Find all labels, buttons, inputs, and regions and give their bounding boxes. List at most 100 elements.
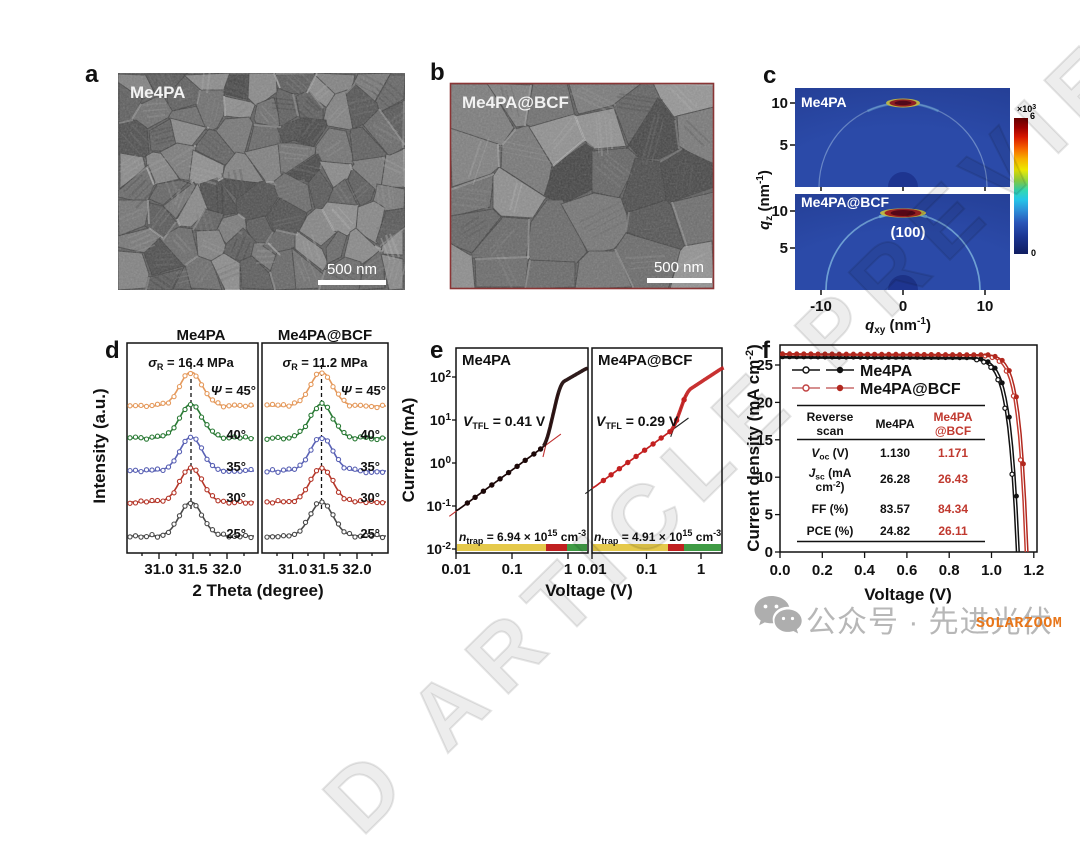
svg-text:Intensity (a.u.): Intensity (a.u.)	[90, 388, 109, 503]
svg-text:scan: scan	[816, 424, 843, 438]
svg-text:0: 0	[765, 544, 773, 561]
svg-text:σR = 11.2 MPa: σR = 11.2 MPa	[283, 355, 369, 372]
svg-text:Me4PA: Me4PA	[860, 363, 913, 380]
svg-text:Me4PA: Me4PA	[177, 327, 226, 344]
svg-text:20: 20	[756, 394, 773, 411]
svg-text:101: 101	[430, 412, 452, 428]
svg-text:31.5: 31.5	[178, 561, 207, 578]
svg-text:qxy (nm-1): qxy (nm-1)	[865, 316, 931, 336]
svg-text:5: 5	[780, 240, 788, 257]
svg-text:0.1: 0.1	[502, 561, 523, 578]
svg-text:32.0: 32.0	[342, 561, 371, 578]
svg-text:30°: 30°	[226, 490, 246, 505]
svg-text:0.8: 0.8	[939, 562, 960, 579]
svg-text:10: 10	[771, 203, 788, 220]
svg-text:d: d	[105, 337, 120, 364]
svg-text:31.0: 31.0	[278, 561, 307, 578]
svg-text:a: a	[85, 61, 99, 88]
svg-text:Me4PA@BCF: Me4PA@BCF	[598, 352, 692, 369]
svg-text:Jsc (mA: Jsc (mA	[809, 466, 852, 482]
svg-text:25°: 25°	[226, 526, 246, 541]
svg-text:0: 0	[899, 298, 907, 315]
svg-text:10-2: 10-2	[427, 541, 452, 557]
svg-text:31.0: 31.0	[144, 561, 173, 578]
svg-text:Me4PA: Me4PA	[801, 94, 847, 110]
svg-text:ntrap = 6.94 × 1015 cm-3: ntrap = 6.94 × 1015 cm-3	[459, 528, 586, 546]
svg-text:Me4PA: Me4PA	[933, 410, 972, 424]
svg-text:31.5: 31.5	[309, 561, 338, 578]
svg-text:Reverse: Reverse	[807, 410, 854, 424]
svg-text:1.2: 1.2	[1023, 562, 1044, 579]
svg-text:-10: -10	[810, 298, 832, 315]
svg-text:Ψ = 45°: Ψ = 45°	[211, 383, 256, 398]
svg-text:Me4PA@BCF: Me4PA@BCF	[860, 381, 961, 398]
svg-text:5: 5	[780, 137, 788, 154]
svg-text:1: 1	[697, 561, 705, 578]
svg-text:84.34: 84.34	[938, 502, 968, 516]
svg-text:Me4PA: Me4PA	[875, 417, 914, 431]
svg-text:10: 10	[977, 298, 994, 315]
svg-text:1.130: 1.130	[880, 446, 910, 460]
svg-text:0.1: 0.1	[636, 561, 657, 578]
svg-text:15: 15	[756, 432, 773, 449]
svg-text:500 nm: 500 nm	[654, 259, 704, 276]
svg-text:0.6: 0.6	[896, 562, 917, 579]
svg-text:35°: 35°	[226, 459, 246, 474]
svg-text:100: 100	[430, 455, 452, 471]
svg-text:Me4PA@BCF: Me4PA@BCF	[462, 93, 569, 112]
svg-text:30°: 30°	[360, 490, 380, 505]
svg-text:b: b	[430, 59, 445, 86]
svg-text:ntrap = 4.91 × 1015 cm-3: ntrap = 4.91 × 1015 cm-3	[594, 528, 721, 546]
svg-text:500 nm: 500 nm	[327, 261, 377, 278]
svg-text:Current (mA): Current (mA)	[400, 398, 418, 503]
svg-text:10-1: 10-1	[427, 498, 452, 514]
svg-text:26.28: 26.28	[880, 472, 910, 486]
svg-text:0: 0	[1031, 248, 1036, 258]
svg-text:VTFL = 0.29 V: VTFL = 0.29 V	[596, 413, 679, 431]
svg-text:FF (%): FF (%)	[812, 502, 849, 516]
svg-text:24.82: 24.82	[880, 524, 910, 538]
svg-text:10: 10	[771, 95, 788, 112]
svg-text:0.2: 0.2	[812, 562, 833, 579]
svg-text:25°: 25°	[360, 526, 380, 541]
svg-text:0.01: 0.01	[441, 561, 470, 578]
svg-text:40°: 40°	[226, 427, 246, 442]
svg-text:102: 102	[430, 369, 452, 385]
svg-text:@BCF: @BCF	[935, 424, 971, 438]
svg-text:c: c	[763, 62, 776, 89]
svg-text:6: 6	[1030, 111, 1035, 121]
svg-text:e: e	[430, 337, 443, 364]
svg-text:1: 1	[564, 561, 572, 578]
svg-text:35°: 35°	[360, 459, 380, 474]
svg-text:32.0: 32.0	[212, 561, 241, 578]
svg-text:25: 25	[756, 357, 773, 374]
svg-text:26.11: 26.11	[938, 524, 968, 538]
svg-text:0.0: 0.0	[770, 562, 791, 579]
svg-text:Me4PA@BCF: Me4PA@BCF	[278, 327, 372, 344]
svg-text:qz (nm-1): qz (nm-1)	[755, 170, 775, 230]
svg-text:σR = 16.4 MPa: σR = 16.4 MPa	[148, 355, 234, 372]
svg-text:f: f	[762, 337, 771, 364]
svg-text:0.4: 0.4	[854, 562, 876, 579]
svg-text:PCE (%): PCE (%)	[807, 524, 854, 538]
svg-text:0.01: 0.01	[577, 561, 606, 578]
svg-text:40°: 40°	[360, 427, 380, 442]
svg-text:1.171: 1.171	[938, 446, 968, 460]
svg-text:cm-2): cm-2)	[816, 479, 845, 494]
svg-text:Current density (mA cm-2): Current density (mA cm-2)	[745, 344, 763, 552]
svg-text:Ψ = 45°: Ψ = 45°	[341, 383, 386, 398]
svg-text:Me4PA: Me4PA	[130, 83, 185, 102]
svg-text:Me4PA@BCF: Me4PA@BCF	[801, 194, 890, 210]
svg-text:83.57: 83.57	[880, 502, 910, 516]
svg-text:×103: ×103	[1017, 104, 1036, 114]
svg-text:Voc (V): Voc (V)	[811, 446, 848, 462]
svg-text:2 Theta (degree): 2 Theta (degree)	[192, 581, 323, 600]
svg-text:Me4PA: Me4PA	[462, 352, 511, 369]
svg-text:VTFL = 0.41 V: VTFL = 0.41 V	[463, 413, 546, 431]
svg-text:10: 10	[756, 469, 773, 486]
svg-text:1.0: 1.0	[981, 562, 1002, 579]
svg-text:Voltage (V): Voltage (V)	[545, 581, 633, 600]
svg-text:(100): (100)	[890, 224, 925, 241]
svg-text:5: 5	[765, 507, 773, 524]
svg-text:26.43: 26.43	[938, 472, 968, 486]
